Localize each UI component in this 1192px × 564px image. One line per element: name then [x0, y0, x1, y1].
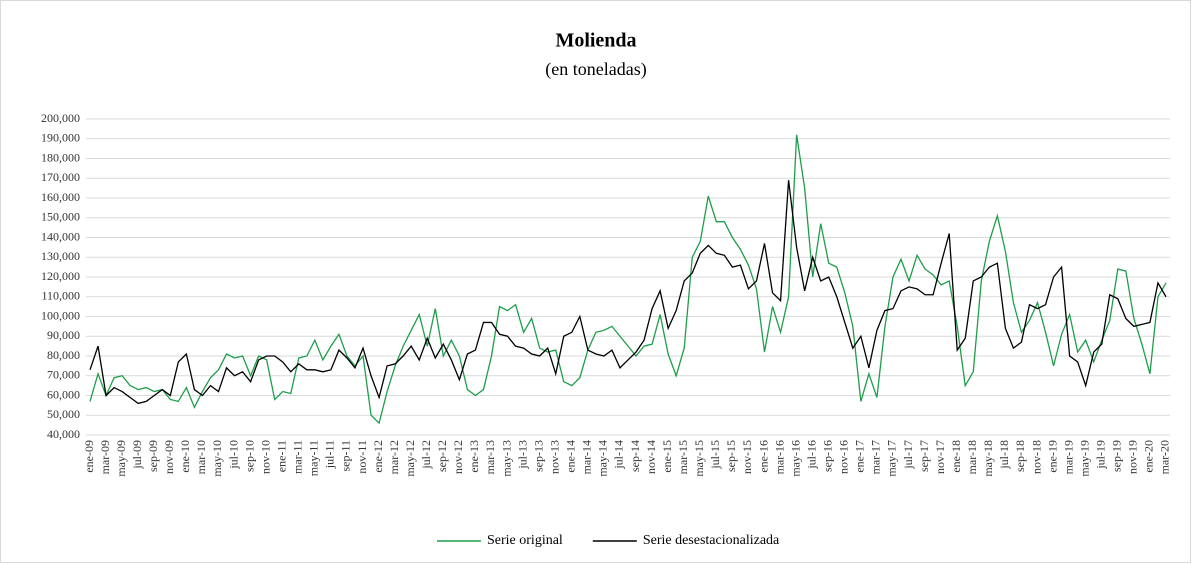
y-tick-label: 70,000	[47, 368, 80, 382]
x-tick-label: mar-13	[483, 440, 497, 474]
x-tick-label: mar-18	[965, 440, 979, 474]
x-tick-label: nov-16	[837, 440, 851, 474]
x-tick-label: sep-16	[820, 440, 834, 472]
y-tick-label: 200,000	[41, 111, 80, 125]
x-tick-label: sep-14	[628, 440, 642, 472]
x-tick-label: nov-10	[258, 440, 272, 474]
x-tick-label: ene-19	[1045, 440, 1059, 473]
x-tick-label: may-14	[596, 440, 610, 477]
x-tick-label: ene-14	[564, 440, 578, 473]
x-tick-label: nov-13	[547, 440, 561, 474]
x-tick-label: sep-18	[1013, 440, 1027, 472]
x-tick-label: nov-11	[355, 440, 369, 474]
x-tick-label: mar-09	[98, 440, 112, 474]
x-tick-label: ene-15	[660, 440, 674, 473]
x-tick-label: may-16	[788, 440, 802, 477]
legend-label: Serie original	[487, 533, 563, 548]
x-tick-label: ene-13	[467, 440, 481, 473]
x-tick-label: may-18	[981, 440, 995, 477]
x-tick-label: sep-13	[531, 440, 545, 472]
series-line	[89, 180, 1167, 405]
x-tick-label: jul-17	[901, 440, 915, 470]
y-tick-label: 50,000	[47, 407, 80, 421]
x-tick-label: sep-11	[339, 440, 353, 472]
y-tick-label: 170,000	[41, 170, 80, 184]
x-tick-label: ene-17	[853, 440, 867, 473]
y-tick-label: 160,000	[41, 190, 80, 204]
y-tick-label: 190,000	[41, 131, 80, 145]
x-tick-label: ene-20	[1142, 440, 1156, 473]
y-tick-label: 60,000	[47, 387, 80, 401]
x-tick-label: nov-18	[1029, 440, 1043, 474]
x-tick-label: mar-12	[387, 440, 401, 474]
x-tick-label: nov-14	[644, 440, 658, 474]
x-tick-label: jul-11	[323, 440, 337, 469]
x-tick-label: nov-09	[162, 440, 176, 474]
y-tick-label: 140,000	[41, 229, 80, 243]
x-tick-label: nov-12	[451, 440, 465, 474]
x-tick-label: may-15	[692, 440, 706, 477]
x-tick-label: jul-19	[1093, 440, 1107, 470]
x-tick-label: may-10	[210, 440, 224, 477]
x-tick-label: nov-19	[1126, 440, 1140, 474]
x-tick-label: mar-15	[676, 440, 690, 474]
y-tick-label: 130,000	[41, 249, 80, 263]
x-tick-label: jul-18	[997, 440, 1011, 470]
y-tick-label: 100,000	[41, 308, 80, 322]
x-tick-label: ene-10	[178, 440, 192, 473]
x-tick-label: sep-15	[724, 440, 738, 472]
x-tick-label: jul-15	[708, 440, 722, 470]
y-tick-label: 110,000	[41, 289, 80, 303]
x-tick-label: jul-13	[515, 440, 529, 470]
legend-label: Serie desestacionalizada	[643, 533, 780, 548]
x-tick-label: may-17	[885, 440, 899, 477]
x-tick-label: nov-17	[933, 440, 947, 474]
chart-title: Molienda	[555, 30, 636, 52]
x-tick-label: sep-10	[242, 440, 256, 472]
x-tick-label: nov-15	[740, 440, 754, 474]
x-tick-label: mar-14	[580, 440, 594, 474]
x-tick-label: may-11	[307, 440, 321, 476]
x-tick-label: mar-11	[291, 440, 305, 474]
x-tick-label: jul-10	[226, 440, 240, 470]
x-tick-label: sep-19	[1110, 440, 1124, 472]
x-tick-label: may-13	[499, 440, 513, 477]
x-tick-label: ene-18	[949, 440, 963, 473]
y-tick-label: 90,000	[47, 328, 80, 342]
chart-subtitle: (en toneladas)	[545, 59, 646, 80]
x-tick-label: jul-16	[804, 440, 818, 470]
series-line	[89, 134, 1167, 425]
x-tick-label: mar-16	[772, 440, 786, 474]
x-tick-label: jul-12	[419, 440, 433, 470]
x-tick-label: may-12	[403, 440, 417, 477]
y-tick-label: 40,000	[47, 427, 80, 441]
x-tick-label: jul-09	[130, 440, 144, 470]
x-tick-label: may-19	[1077, 440, 1091, 477]
y-tick-label: 80,000	[47, 348, 80, 362]
x-tick-label: mar-19	[1061, 440, 1075, 474]
x-tick-label: mar-10	[194, 440, 208, 474]
x-tick-label: mar-17	[869, 440, 883, 474]
x-tick-label: ene-11	[274, 440, 288, 472]
x-tick-label: sep-12	[435, 440, 449, 472]
x-tick-label: ene-16	[756, 440, 770, 473]
y-tick-label: 180,000	[41, 150, 80, 164]
x-tick-label: sep-09	[146, 440, 160, 472]
x-tick-label: may-09	[114, 440, 128, 477]
y-tick-label: 120,000	[41, 269, 80, 283]
x-tick-label: sep-17	[917, 440, 931, 472]
x-tick-label: mar-20	[1158, 440, 1172, 474]
x-tick-label: jul-14	[612, 440, 626, 470]
x-tick-label: ene-09	[82, 440, 96, 473]
y-tick-label: 150,000	[41, 210, 80, 224]
x-tick-label: ene-12	[371, 440, 385, 473]
